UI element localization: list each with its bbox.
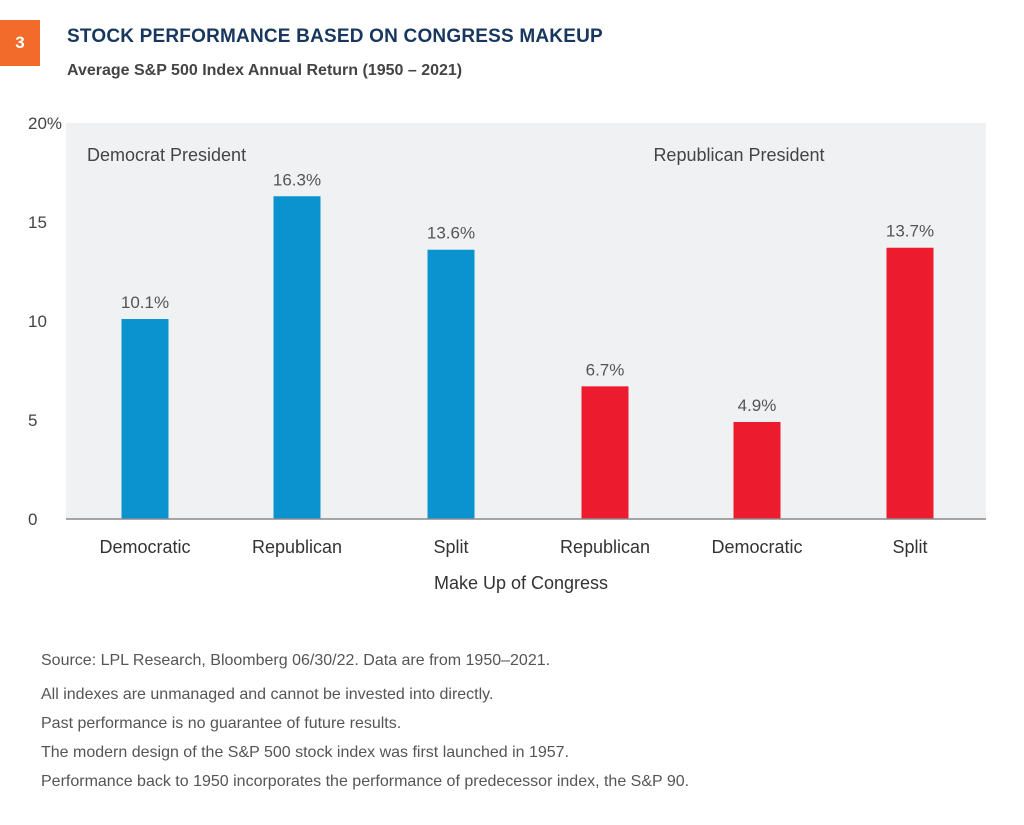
data-label: 13.7% xyxy=(886,222,934,241)
x-tick-label: Split xyxy=(892,537,927,557)
source-note: Source: LPL Research, Bloomberg 06/30/22… xyxy=(41,652,551,669)
x-tick-label: Democratic xyxy=(711,537,802,557)
bar xyxy=(886,247,934,520)
chart-title: STOCK PERFORMANCE BASED ON CONGRESS MAKE… xyxy=(67,26,603,47)
x-tick-label: Split xyxy=(433,537,468,557)
x-tick-label: Democratic xyxy=(99,537,190,557)
footnote-1: All indexes are unmanaged and cannot be … xyxy=(41,686,494,703)
footnote-3: The modern design of the S&P 500 stock i… xyxy=(41,744,570,761)
plot-area xyxy=(66,123,986,519)
bar xyxy=(581,386,629,519)
footnotes: Source: LPL Research, Bloomberg 06/30/22… xyxy=(41,652,689,796)
y-tick-label: 0 xyxy=(28,510,37,529)
data-label: 13.6% xyxy=(427,224,475,243)
bar-chart: 0 5 10 15 20% 10.1% Democratic 16.3% Republican 1… xyxy=(28,114,986,593)
footnote-4: Performance back to 1950 incorporates th… xyxy=(41,773,690,790)
group-label: Republican President xyxy=(653,145,824,165)
bar xyxy=(121,319,169,519)
data-label: 6.7% xyxy=(586,360,625,379)
bar xyxy=(427,249,475,519)
footnote-2: Past performance is no guarantee of futu… xyxy=(41,715,402,732)
data-label: 4.9% xyxy=(738,396,777,415)
bar xyxy=(733,421,781,519)
x-axis-title: Make Up of Congress xyxy=(434,573,608,593)
group-label: Democrat President xyxy=(87,145,246,165)
y-tick-label: 20% xyxy=(28,114,62,133)
chart-number-badge: 3 xyxy=(0,20,40,66)
x-tick-label: Republican xyxy=(252,537,342,557)
bar xyxy=(273,196,321,519)
y-tick-label: 5 xyxy=(28,411,37,430)
y-tick-label: 10 xyxy=(28,312,47,331)
data-label: 16.3% xyxy=(273,170,321,189)
chart-subtitle: Average S&P 500 Index Annual Return (195… xyxy=(67,62,463,79)
y-tick-label: 15 xyxy=(28,213,47,232)
x-tick-label: Republican xyxy=(560,537,650,557)
data-label: 10.1% xyxy=(121,293,169,312)
